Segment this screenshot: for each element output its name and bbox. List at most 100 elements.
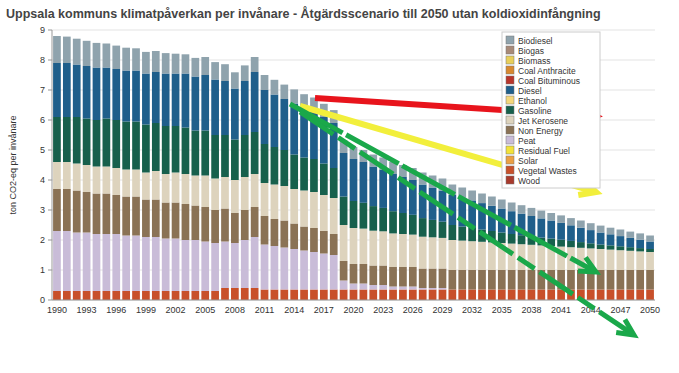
bar-segment bbox=[53, 162, 61, 189]
bar-segment bbox=[172, 291, 180, 300]
bar-segment bbox=[142, 52, 150, 74]
y-tick bbox=[48, 30, 52, 31]
bar-segment bbox=[172, 126, 180, 173]
x-tick-label: 1996 bbox=[106, 305, 126, 315]
bar-segment bbox=[182, 291, 190, 300]
bar-segment bbox=[360, 150, 368, 151]
bar-segment bbox=[369, 206, 377, 231]
bar-segment bbox=[53, 231, 61, 291]
bar-segment bbox=[211, 179, 219, 211]
bar-segment bbox=[528, 207, 536, 208]
y-tick-label: 0 bbox=[40, 295, 45, 305]
bar-segment bbox=[617, 229, 625, 230]
bar-segment bbox=[439, 178, 447, 179]
legend-label: Biomass bbox=[518, 56, 551, 66]
bar-segment bbox=[617, 229, 625, 230]
bar-segment bbox=[73, 38, 81, 39]
bar-segment bbox=[320, 231, 328, 254]
bar-segment bbox=[201, 207, 209, 242]
bar-segment bbox=[93, 234, 101, 291]
bar-segment bbox=[379, 290, 387, 301]
bar-segment bbox=[498, 199, 506, 200]
bar-segment bbox=[103, 291, 111, 300]
bar-segment bbox=[112, 168, 120, 195]
bar-segment bbox=[399, 213, 407, 234]
x-tick-label: 2020 bbox=[343, 305, 363, 315]
bar-segment bbox=[498, 270, 506, 290]
legend-label: Coal Anthracite bbox=[518, 66, 576, 76]
bar-segment bbox=[557, 215, 565, 216]
y-tick-label: 6 bbox=[40, 115, 45, 125]
bar-segment bbox=[636, 290, 644, 301]
bar-segment bbox=[577, 242, 585, 248]
legend-swatch bbox=[506, 36, 514, 44]
bar-segment bbox=[142, 51, 150, 52]
bar-segment bbox=[231, 72, 239, 73]
bar-segment bbox=[498, 199, 506, 200]
bar-segment bbox=[231, 180, 239, 213]
bar-segment bbox=[290, 224, 298, 250]
bar-segment bbox=[626, 270, 634, 290]
bar-segment bbox=[646, 252, 654, 270]
bar-segment bbox=[587, 223, 595, 230]
legend-swatch bbox=[506, 146, 514, 154]
bar-segment bbox=[379, 285, 387, 290]
bar-segment bbox=[498, 199, 506, 200]
bar-segment bbox=[636, 233, 644, 234]
bar-segment bbox=[350, 290, 358, 301]
bar-segment bbox=[607, 227, 615, 228]
bar-segment bbox=[399, 290, 407, 301]
bar-segment bbox=[360, 150, 368, 151]
bar-segment bbox=[63, 36, 71, 37]
bar-segment bbox=[488, 196, 496, 197]
bar-segment bbox=[93, 42, 101, 43]
y-tick-label: 8 bbox=[40, 55, 45, 65]
bar-segment bbox=[369, 167, 377, 207]
bar-segment bbox=[182, 54, 190, 55]
bar-segment bbox=[132, 48, 140, 49]
bar-segment bbox=[132, 122, 140, 170]
bar-segment bbox=[528, 270, 536, 290]
bar-segment bbox=[488, 196, 496, 197]
bar-segment bbox=[439, 238, 447, 269]
bar-segment bbox=[369, 154, 377, 155]
legend-label: Non Energy bbox=[518, 126, 564, 136]
bar-segment bbox=[340, 261, 348, 281]
bar-segment bbox=[172, 53, 180, 54]
y-tick-label: 3 bbox=[40, 205, 45, 215]
bar-segment bbox=[201, 57, 209, 58]
bar-segment bbox=[73, 65, 81, 118]
bar-segment bbox=[152, 51, 160, 52]
bar-segment bbox=[636, 233, 644, 234]
bar-segment bbox=[626, 231, 634, 232]
bar-segment bbox=[221, 64, 229, 65]
bar-segment bbox=[646, 235, 654, 236]
bar-segment bbox=[280, 85, 288, 99]
bar-segment bbox=[439, 222, 447, 238]
bar-segment bbox=[132, 48, 140, 49]
bar-segment bbox=[132, 48, 140, 49]
bar-segment bbox=[112, 46, 120, 69]
bar-segment bbox=[646, 235, 654, 236]
bar-segment bbox=[330, 110, 338, 111]
bar-segment bbox=[271, 79, 279, 80]
bar-segment bbox=[577, 220, 585, 221]
legend-swatch bbox=[506, 106, 514, 114]
bar-segment bbox=[231, 288, 239, 300]
bar-segment bbox=[261, 75, 269, 90]
bar-segment bbox=[201, 176, 209, 208]
bar-segment bbox=[63, 37, 71, 63]
bar-segment bbox=[300, 290, 308, 301]
bar-segment bbox=[508, 202, 516, 203]
bar-segment bbox=[498, 199, 506, 200]
bar-segment bbox=[53, 63, 61, 117]
bar-segment bbox=[83, 40, 91, 41]
title: Uppsala kommuns klimatpåverkan per invån… bbox=[6, 6, 601, 21]
bar-segment bbox=[103, 43, 111, 44]
bar-segment bbox=[488, 242, 496, 270]
bar-segment bbox=[241, 65, 249, 66]
bar-segment bbox=[73, 117, 81, 164]
bar-segment bbox=[103, 43, 111, 44]
legend-swatch bbox=[506, 156, 514, 164]
bar-segment bbox=[458, 290, 466, 301]
